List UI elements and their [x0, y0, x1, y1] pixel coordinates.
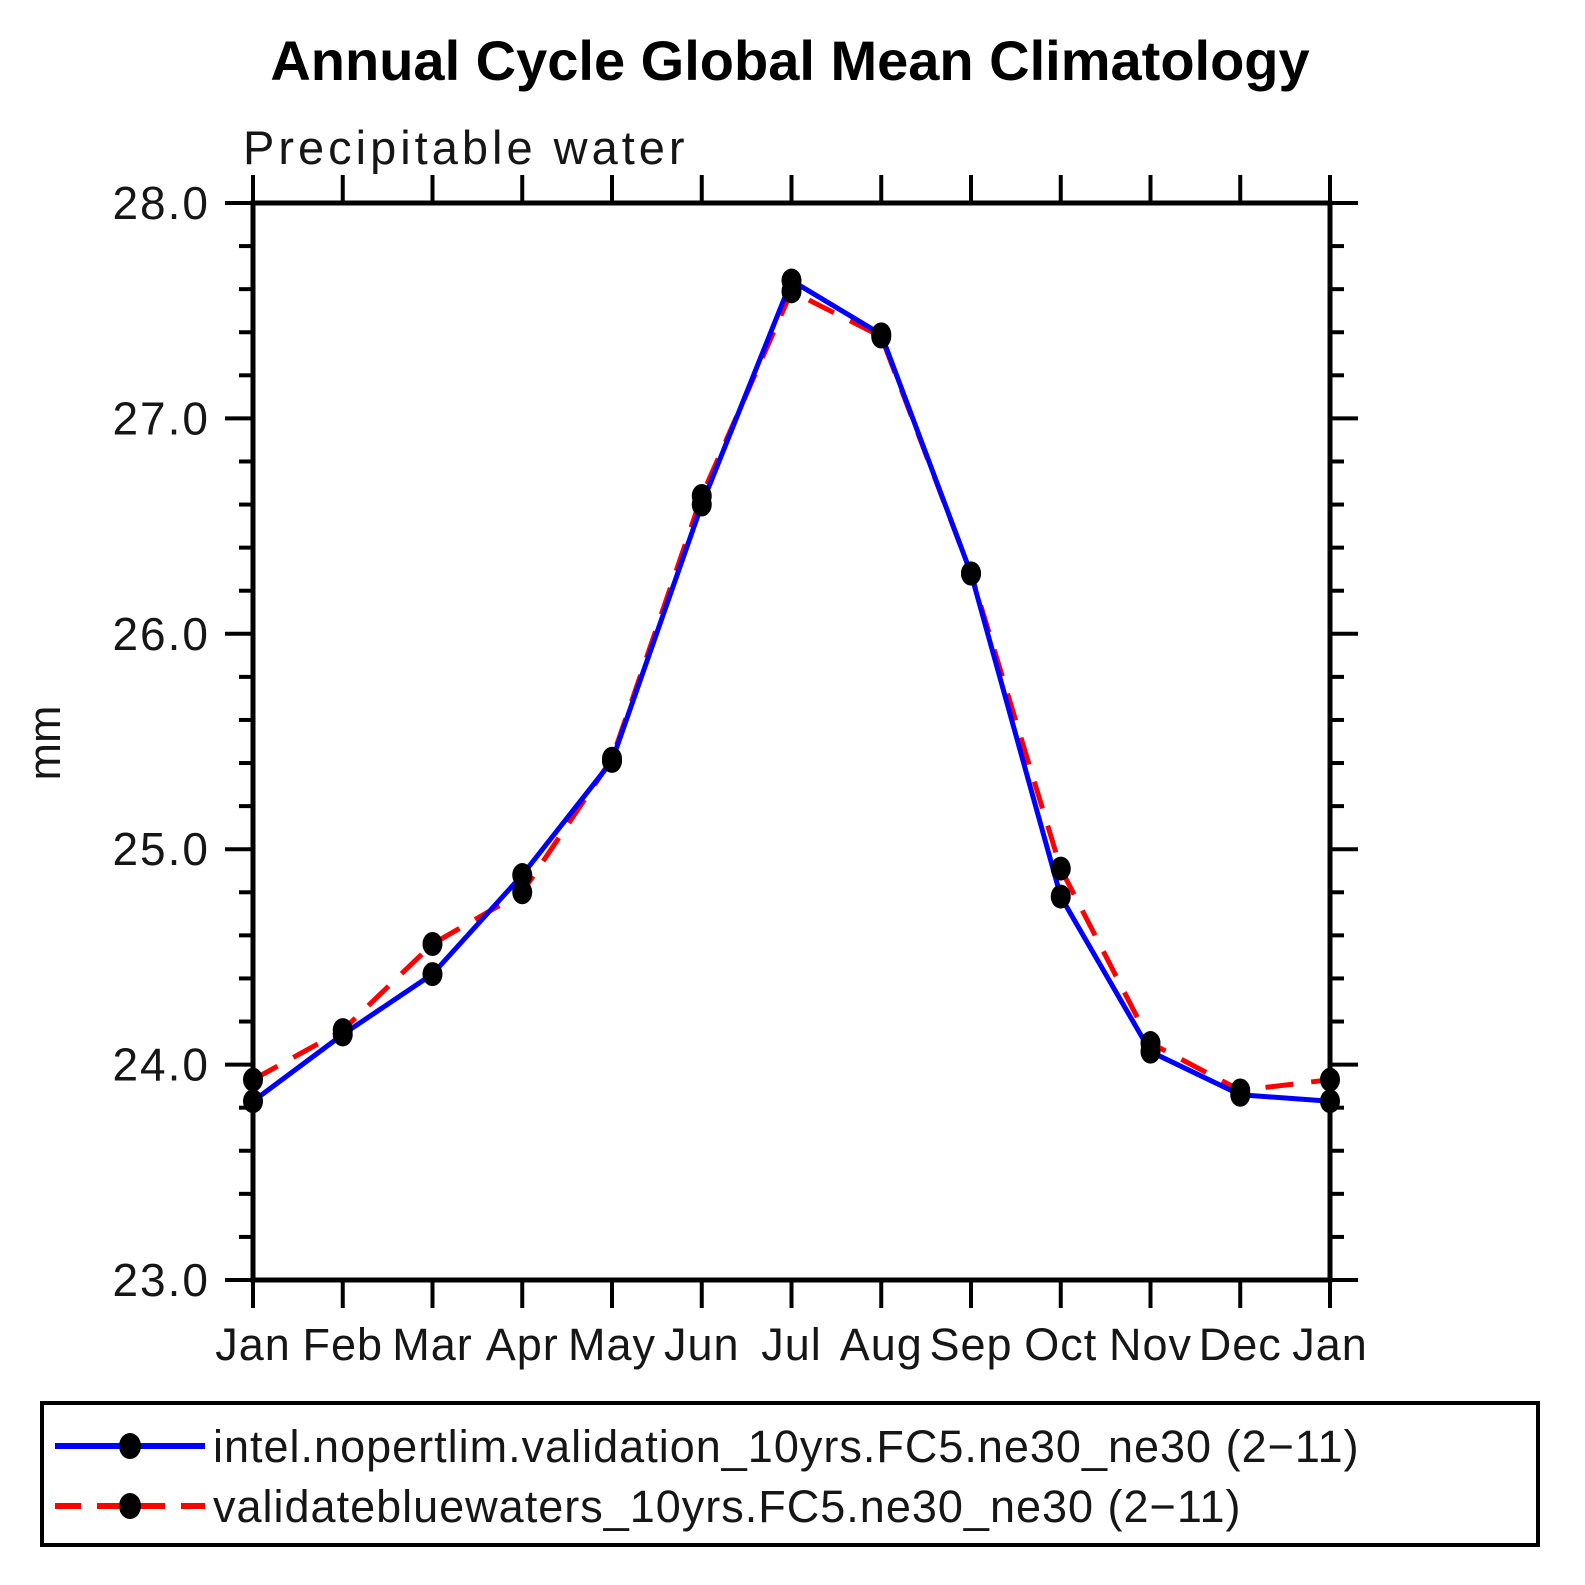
- x-tick-label: Jan: [215, 1319, 291, 1370]
- legend-marker-dot: [119, 1493, 141, 1519]
- x-tick-label: Dec: [1199, 1319, 1282, 1370]
- legend-box: [40, 1401, 1540, 1547]
- data-point-marker: [243, 1089, 263, 1114]
- data-point-marker: [871, 324, 892, 349]
- y-tick-label: 23.0: [112, 1254, 210, 1306]
- x-tick-label: Sep: [929, 1319, 1012, 1370]
- data-point-marker: [512, 880, 533, 905]
- data-point-marker: [602, 746, 622, 771]
- data-point-marker: [691, 483, 712, 508]
- legend-label-series2: validatebluewaters_10yrs.FC5.ne30_ne30 (…: [213, 1481, 1242, 1532]
- y-tick-label: 25.0: [112, 823, 210, 875]
- chart-subtitle: Precipitable water: [243, 121, 689, 174]
- x-tick-label: Aug: [840, 1319, 923, 1370]
- chart-title: Annual Cycle Global Mean Climatology: [270, 29, 1309, 92]
- data-point-marker: [1140, 1031, 1161, 1056]
- x-tick-label: Feb: [302, 1319, 383, 1370]
- y-tick-label: 24.0: [112, 1039, 210, 1091]
- y-tick-label: 28.0: [112, 177, 210, 229]
- series-line-dashed: [251, 287, 1331, 1094]
- data-point-marker: [1050, 856, 1071, 881]
- data-point-marker: [1320, 1089, 1340, 1114]
- data-point-marker: [332, 1018, 353, 1043]
- legend-marker-dot: [119, 1433, 141, 1459]
- series-line-solid: [251, 276, 1331, 1104]
- legend-label-series1: intel.nopertlim.validation_10yrs.FC5.ne3…: [213, 1421, 1360, 1472]
- y-axis-label: mm: [19, 706, 70, 781]
- y-tick-label: 26.0: [112, 608, 210, 660]
- x-tick-label: Apr: [486, 1319, 559, 1370]
- y-tick-label: 27.0: [112, 392, 210, 444]
- data-point-marker: [422, 931, 443, 956]
- data-point-marker: [1320, 1067, 1340, 1092]
- data-point-marker: [243, 1067, 263, 1092]
- data-point-marker: [422, 962, 443, 987]
- x-tick-label: Jun: [664, 1319, 740, 1370]
- data-point-marker: [512, 863, 533, 888]
- x-tick-label: Jul: [761, 1319, 822, 1370]
- x-tick-label: Nov: [1109, 1319, 1192, 1370]
- x-tick-label: Jan: [1292, 1319, 1368, 1370]
- legend: intel.nopertlim.validation_10yrs.FC5.ne3…: [40, 1401, 1540, 1547]
- x-tick-label: Mar: [392, 1319, 473, 1370]
- data-point-marker: [781, 279, 802, 304]
- plot-frame: [250, 200, 1333, 1283]
- data-point-marker: [1050, 884, 1071, 909]
- data-point-marker: [961, 561, 981, 586]
- x-tick-label: Oct: [1024, 1319, 1097, 1370]
- x-tick-label: May: [568, 1319, 656, 1370]
- data-point-marker: [1230, 1078, 1251, 1103]
